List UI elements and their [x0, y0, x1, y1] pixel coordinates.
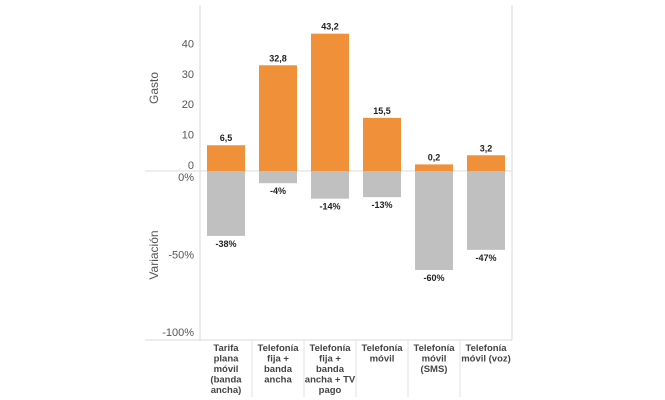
category-label: Tarifa plana móvil (banda ancha)	[210, 343, 242, 396]
bar-gasto	[467, 155, 505, 171]
data-label-gasto: 0,2	[428, 152, 441, 162]
bar-gasto	[207, 145, 245, 171]
bar-gasto	[415, 164, 453, 172]
data-label-gasto: 43,2	[321, 22, 339, 32]
category-label: Telefonía móvil (SMS)	[414, 343, 456, 375]
bar-variacion	[207, 171, 245, 236]
y-tick-label-gasto: 20	[182, 99, 194, 111]
y-tick-label-gasto: 10	[182, 130, 194, 142]
y-axis-title-variacion: Variación	[147, 230, 161, 279]
data-label-variacion: -60%	[423, 273, 444, 283]
y-tick-label-gasto: 0	[188, 160, 194, 172]
category-label: Telefonía móvil	[362, 343, 404, 365]
data-label-variacion: -13%	[371, 200, 392, 210]
y-tick-label-gasto: 30	[182, 69, 194, 81]
data-label-gasto: 32,8	[269, 53, 287, 63]
bar-variacion	[363, 171, 401, 198]
bars-layer	[207, 33, 505, 270]
bar-gasto	[259, 65, 297, 171]
data-label-gasto: 15,5	[373, 106, 391, 116]
labels-layer: 0 10 20 30 40 0% -50% -100% Gasto Variación 6,5 -38…	[147, 22, 511, 396]
bar-variacion	[415, 171, 453, 270]
y-tick-label-variacion: -50%	[168, 250, 194, 262]
data-label-variacion: -4%	[270, 186, 286, 196]
bar-gasto	[311, 33, 349, 172]
category-label: Telefonía fija + banda ancha + TV pago	[305, 343, 356, 396]
bar-variacion	[259, 171, 297, 184]
category-label: Telefonía móvil (voz)	[461, 343, 511, 365]
bar-variacion	[467, 171, 505, 250]
y-tick-label-variacion: -100%	[162, 327, 194, 339]
bar-gasto	[363, 117, 401, 171]
data-label-variacion: -14%	[319, 202, 340, 212]
data-label-variacion: -38%	[215, 239, 236, 249]
y-tick-label-gasto: 40	[182, 38, 194, 50]
data-label-gasto: 3,2	[480, 143, 493, 153]
y-tick-label-variacion: 0%	[178, 172, 194, 184]
y-axis-title-gasto: Gasto	[147, 72, 161, 104]
bar-variacion	[311, 171, 349, 199]
data-label-variacion: -47%	[475, 253, 496, 263]
data-label-gasto: 6,5	[220, 133, 233, 143]
category-label: Telefonía fija + banda ancha	[258, 343, 300, 386]
